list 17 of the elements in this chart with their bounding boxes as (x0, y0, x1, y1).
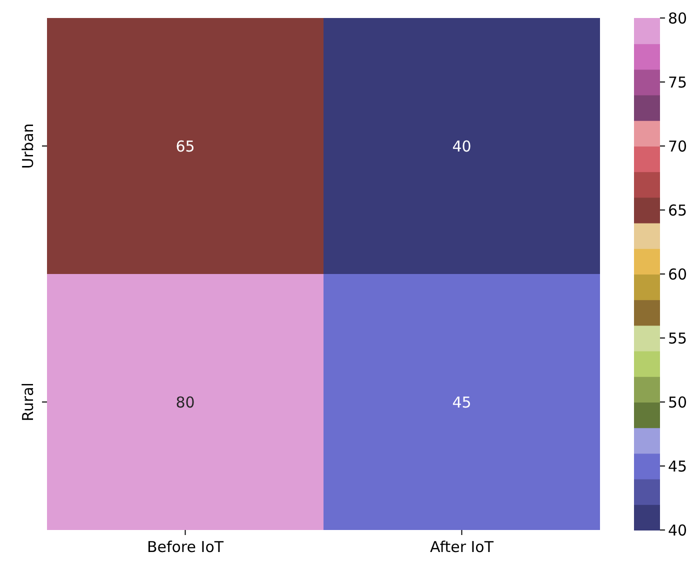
color-bar-label: 80 (668, 9, 688, 28)
y-tick-label: Rural (19, 382, 37, 422)
data-label: 80 (176, 393, 195, 412)
x-tick-label: Before IoT (146, 538, 224, 556)
color-bar-label: 60 (668, 265, 688, 284)
data-label: 40 (452, 137, 472, 156)
x-tick-label: After IoT (430, 538, 494, 556)
color-bar-label: 45 (668, 457, 688, 476)
color-bar-label: 40 (668, 521, 688, 540)
color-bar-label: 70 (668, 137, 688, 156)
color-bar-label: 75 (668, 73, 688, 92)
color-bar-label: 50 (668, 393, 688, 412)
color-bar-label: 65 (668, 201, 688, 220)
color-bar-label: 55 (668, 329, 688, 348)
data-label: 65 (176, 137, 195, 156)
data-label: 45 (452, 393, 472, 412)
y-tick-label: Urban (19, 123, 37, 169)
